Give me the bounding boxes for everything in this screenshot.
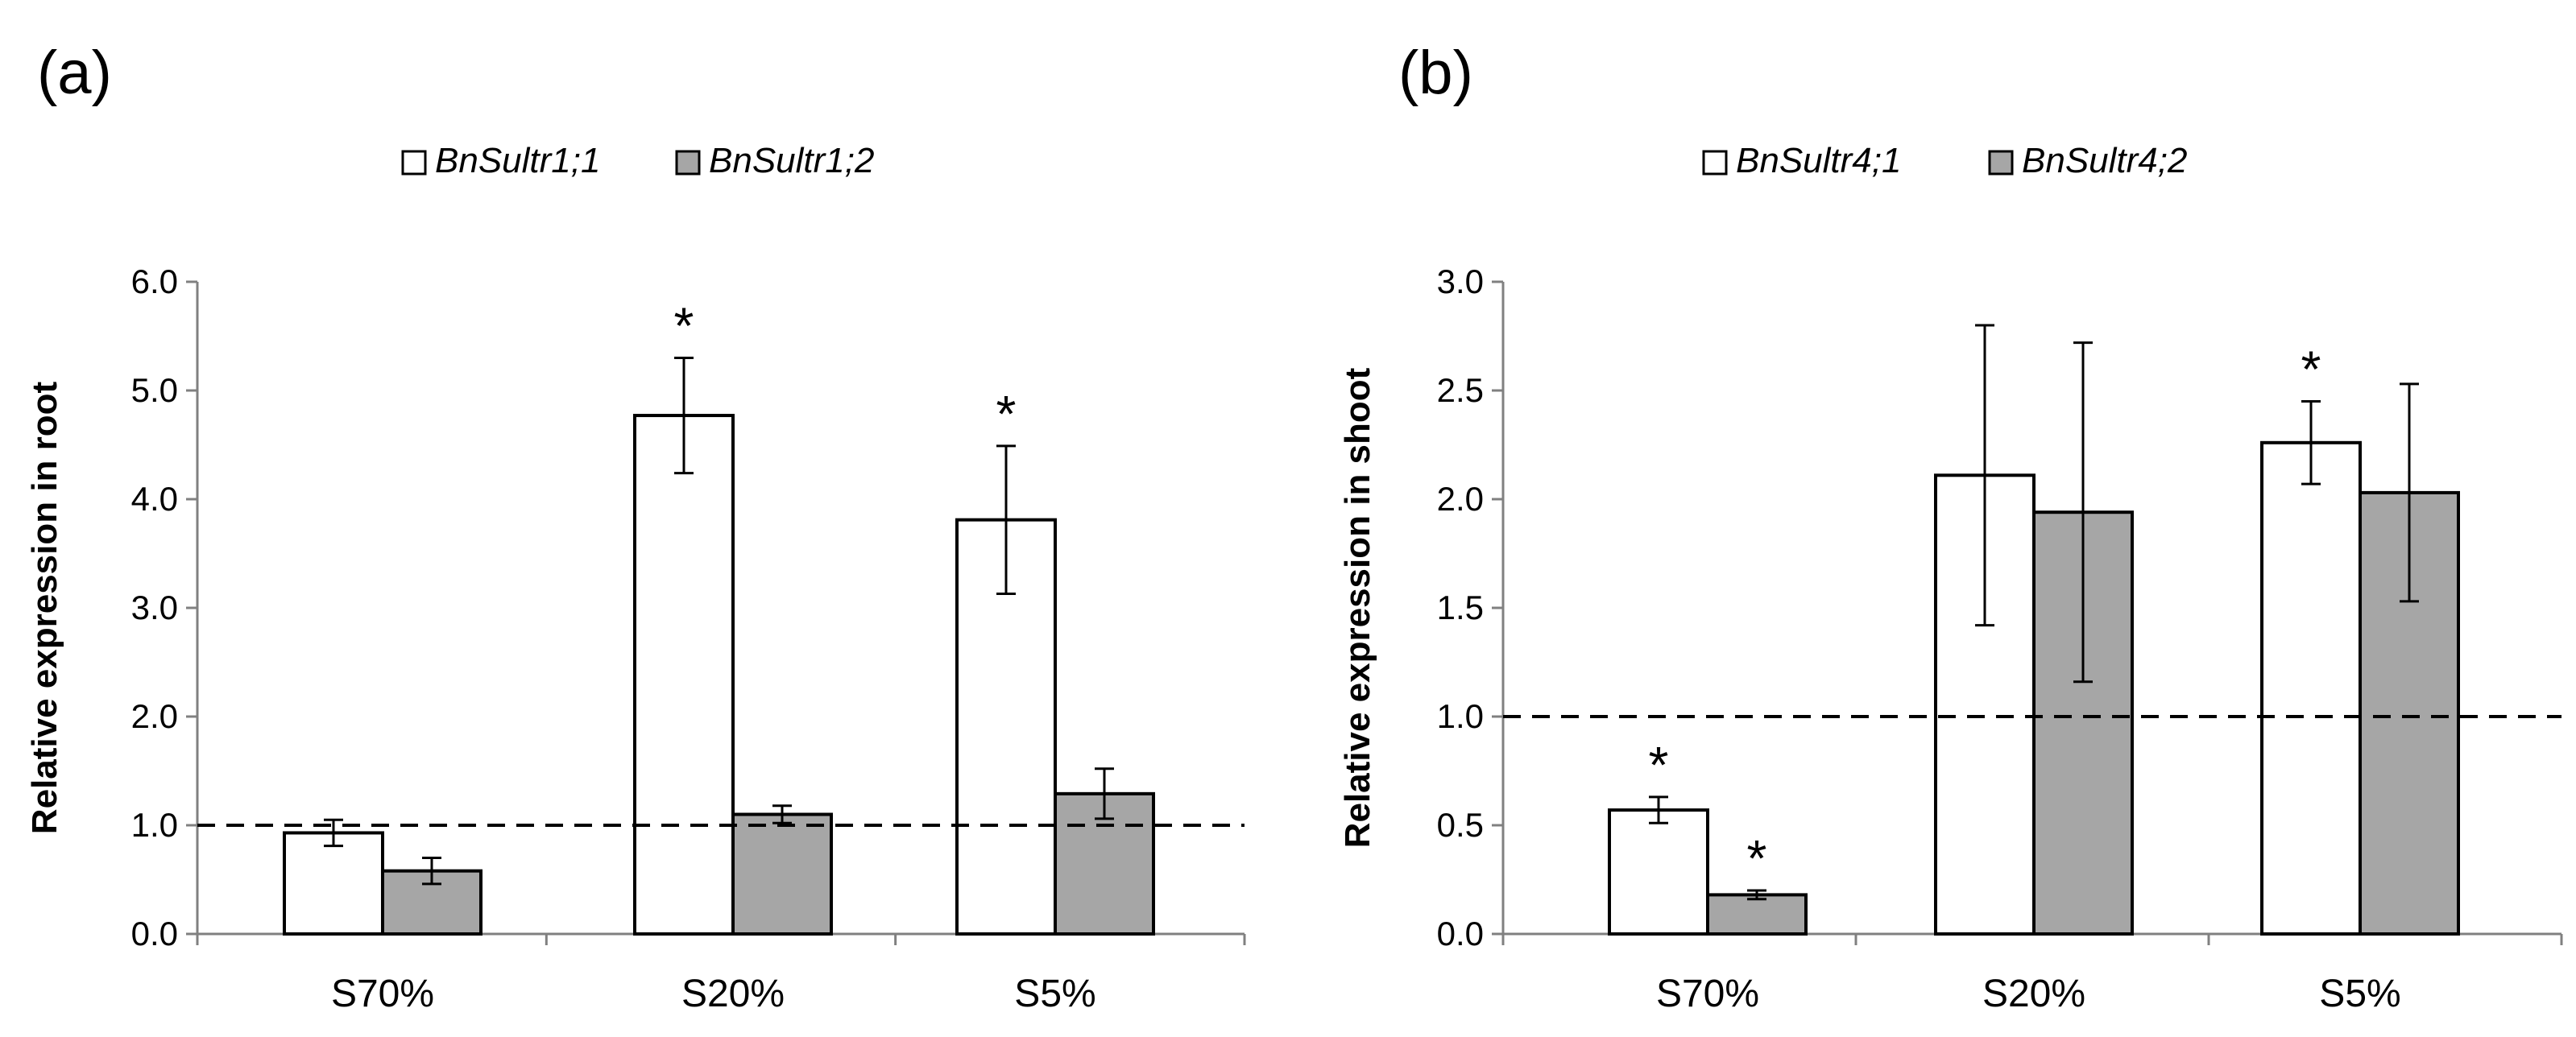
y-tick-label: 5.0 [131,371,178,409]
significance-star: * [996,385,1017,443]
x-category-label: S20% [681,973,785,1015]
y-tick-label: 3.0 [1437,262,1484,300]
significance-star: * [674,297,694,355]
y-tick-label: 1.0 [131,806,178,844]
panel-label: (b) [1398,39,1473,107]
y-tick-label: 1.0 [1437,697,1484,735]
legend-label: BnSultr4;2 [2022,141,2187,180]
bar [633,414,735,936]
bar [731,812,833,936]
bar [1608,808,1709,936]
x-category-label: S70% [1656,973,1759,1015]
legend-label: BnSultr1;1 [435,141,600,180]
significance-star: * [1649,736,1669,794]
panel-label: (a) [37,39,112,107]
significance-star: * [1747,829,1767,887]
legend-swatch [1702,150,1728,176]
legend-swatch [1988,150,2014,176]
y-tick-label: 0.0 [1437,915,1484,952]
y-tick-label: 1.5 [1437,589,1484,626]
x-category-label: S5% [1014,973,1095,1015]
y-tick-label: 0.0 [131,915,178,952]
bar [1706,893,1808,936]
bar [381,869,482,936]
x-category-label: S5% [2319,973,2400,1015]
x-category-label: S20% [1982,973,2085,1015]
legend-swatch [675,150,701,176]
bar [283,831,384,936]
chart-panel-b: (b) BnSultr4;1 BnSultr4;2 0.0 0.5 1.0 1.5 2.0 2.… [1338,39,2563,1015]
bar [2260,440,2362,936]
y-tick-label: 2.0 [1437,480,1484,518]
x-category-label: S70% [331,973,434,1015]
y-tick-label: 3.0 [131,589,178,626]
y-tick-label: 4.0 [131,480,178,518]
legend-swatch [401,150,427,176]
significance-star: * [2301,341,2321,399]
y-axis-title: Relative expression in shoot [1338,367,1377,848]
y-tick-label: 2.5 [1437,371,1484,409]
legend-label: BnSultr4;1 [1736,141,1901,180]
y-tick-label: 0.5 [1437,806,1484,844]
chart-panel-a: (a) BnSultr1;1 BnSultr1;2 0.0 1.0 2.0 3.0 4.0 5.… [25,39,1246,1015]
y-tick-label: 6.0 [131,262,178,300]
legend-label: BnSultr1;2 [709,141,874,180]
y-axis-title: Relative expression in root [25,381,64,834]
y-tick-label: 2.0 [131,697,178,735]
